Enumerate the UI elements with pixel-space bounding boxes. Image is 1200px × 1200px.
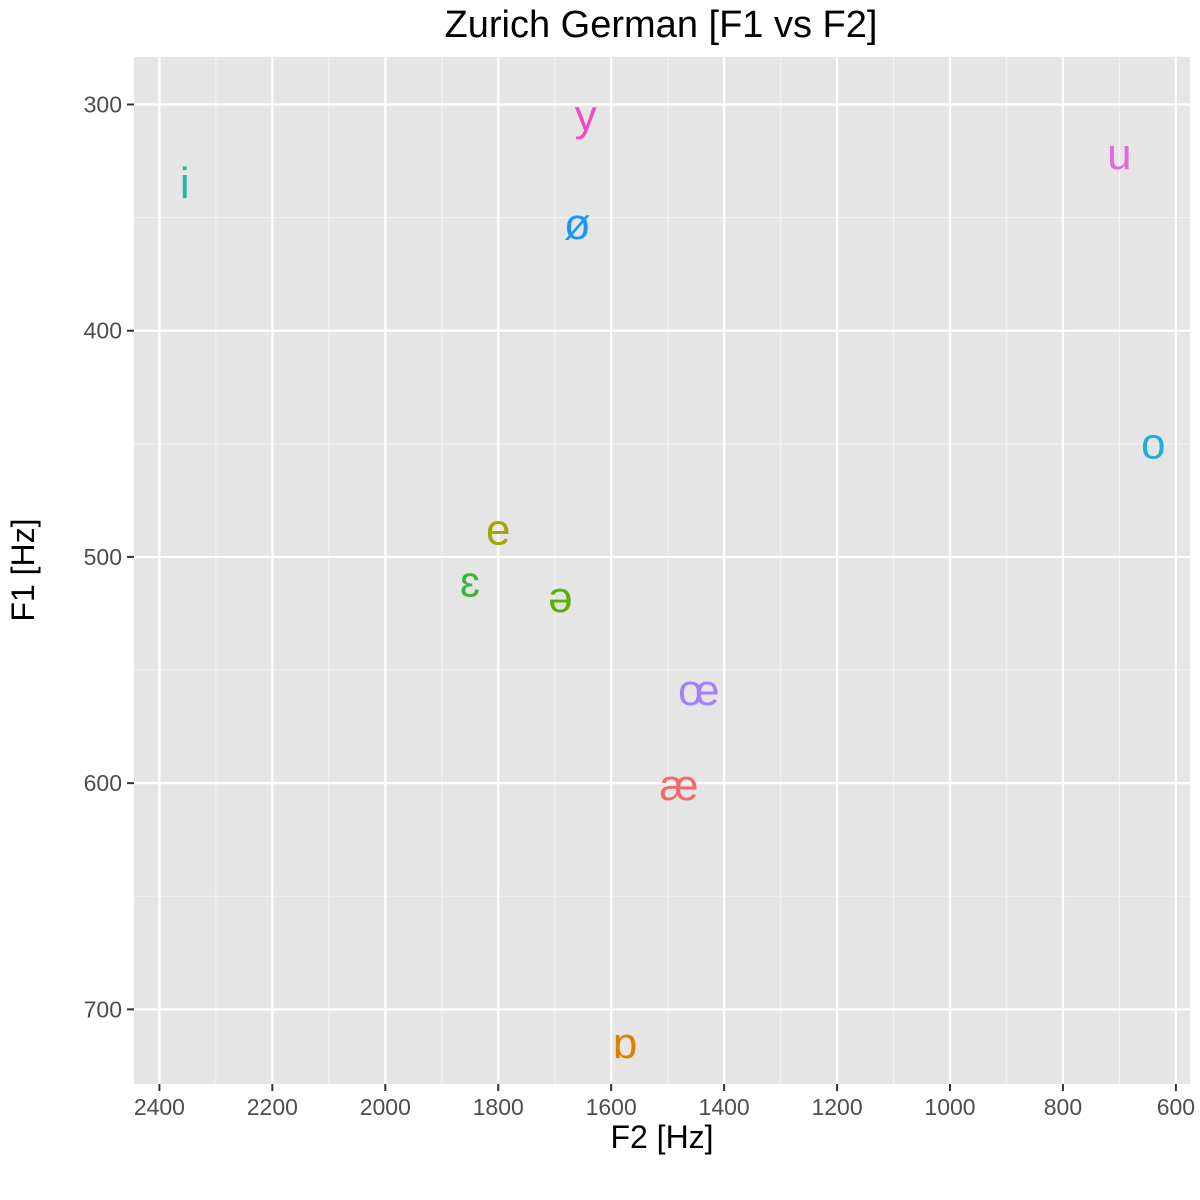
x-tick-label: 600 [1157, 1094, 1195, 1120]
y-tick-label: 300 [84, 92, 122, 118]
vowel-point: ə [548, 573, 572, 622]
chart-title: Zurich German [F1 vs F2] [445, 4, 878, 46]
vowel-point: ø [564, 200, 591, 249]
y-tick-label: 700 [84, 996, 122, 1022]
vowel-point: i [180, 159, 190, 208]
axis-ticks: 2400 2200 2000 1800 1600 1400 1200 1000 800 600 30… [84, 92, 1195, 1120]
vowel-point: u [1107, 130, 1131, 179]
plot-background [134, 57, 1190, 1084]
x-tick-label: 1800 [473, 1094, 524, 1120]
vowel-point: ɛ [460, 557, 480, 606]
x-tick-label: 2200 [247, 1094, 298, 1120]
y-axis-title: F1 [Hz] [5, 518, 41, 621]
x-tick-label: 1400 [699, 1094, 750, 1120]
x-tick-label: 1000 [924, 1094, 975, 1120]
x-tick-label: 800 [1044, 1094, 1082, 1120]
grid-major [134, 57, 1190, 1084]
x-tick-label: 1600 [586, 1094, 637, 1120]
vowel-point: o [1141, 419, 1165, 468]
data-points: i y u ø o eɛ ə œæ ɒ [180, 91, 1166, 1067]
y-tick-label: 600 [84, 770, 122, 796]
x-tick-label: 1200 [811, 1094, 862, 1120]
vowel-point: œ [678, 666, 720, 715]
vowel-point: ɒ [613, 1019, 637, 1068]
vowel-point: e [486, 505, 510, 554]
vowel-point: æ [659, 761, 698, 810]
x-tick-label: 2000 [360, 1094, 411, 1120]
x-axis-title: F2 [Hz] [610, 1119, 713, 1155]
grid-minor [134, 57, 1190, 1084]
x-tick-label: 2400 [134, 1094, 185, 1120]
y-tick-label: 400 [84, 318, 122, 344]
vowel-point: y [575, 91, 597, 140]
y-tick-label: 500 [84, 544, 122, 570]
